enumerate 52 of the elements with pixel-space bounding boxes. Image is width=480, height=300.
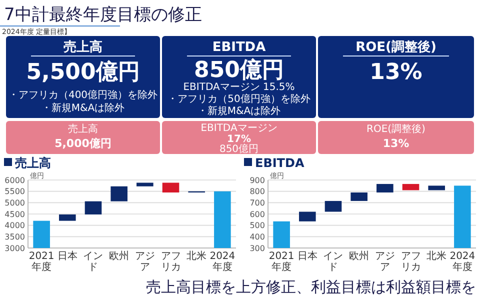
text: ・アフリカ（400億円強）を除外: [8, 89, 158, 101]
x-tick-label: 北米: [426, 250, 447, 262]
x-tick-label: 欧州: [109, 250, 130, 262]
y-tick-label: 5000: [4, 198, 25, 208]
x-tick-label: 日本: [297, 250, 318, 262]
text: ・新規M&Aは除外: [197, 105, 281, 117]
x-tick-label: 2024年度: [210, 251, 236, 273]
x-tick-label: インド: [323, 251, 344, 273]
x-tick-label: アジア: [134, 251, 155, 273]
text: 850億円: [194, 58, 284, 83]
x-tick-label: 2021年度: [28, 251, 54, 273]
text: 850億円: [219, 143, 259, 155]
y-tick-label: 5500: [4, 187, 25, 196]
x-tick-label: 欧州: [349, 250, 370, 262]
y-tick-label: 400: [250, 232, 265, 242]
text: EBITDA: [212, 40, 266, 55]
y-tick-label: 600: [250, 210, 265, 219]
y-tick-label: 4500: [4, 210, 25, 219]
y-tick-label: 300: [250, 244, 265, 253]
text: ・新規M&Aは除外: [41, 102, 125, 114]
chart-title: EBITDA: [255, 156, 305, 170]
x-tick-label: アフリカ: [160, 251, 181, 273]
x-tick-label: 2021年度: [268, 251, 294, 273]
text: 7中計最終年度目標の修正: [4, 5, 202, 25]
x-tick-label: 北米: [186, 250, 207, 262]
y-tick-label: 6000: [4, 176, 25, 185]
y-tick-label: 900: [250, 176, 265, 185]
y-tick-label: 3500: [4, 232, 25, 242]
x-tick-label: アジア: [374, 251, 395, 273]
text: ROE(調整後): [356, 39, 436, 55]
y-tick-label: 3000: [4, 244, 25, 253]
text: 売上高: [64, 39, 102, 55]
y-tick-label: 700: [250, 198, 265, 208]
y-tick-label: 800: [250, 187, 265, 196]
x-tick-label: 日本: [57, 250, 78, 262]
text: 売上高: [68, 123, 98, 135]
text: ROE(調整後): [366, 123, 426, 135]
y-tick-label: 500: [250, 221, 265, 230]
text: 13%: [370, 60, 422, 85]
text: 5,000億円: [54, 137, 112, 150]
text: EBITDAマージン 15.5%: [183, 82, 295, 93]
x-tick-label: 2024年度: [450, 251, 476, 273]
text: 13%: [382, 137, 410, 150]
text: 5,500億円: [26, 60, 140, 85]
x-tick-label: アフリカ: [400, 251, 421, 273]
text: 17%: [227, 134, 251, 145]
chart-title: 売上高: [15, 156, 51, 170]
y-tick-label: 4000: [4, 221, 25, 230]
x-tick-label: インド: [83, 251, 104, 273]
text: 売上高目標を上方修正、利益目標は利益額目標を: [146, 278, 476, 296]
text: ・アフリカ（50億円強）を除外: [168, 93, 310, 105]
text: EBITDAマージン: [200, 123, 278, 134]
